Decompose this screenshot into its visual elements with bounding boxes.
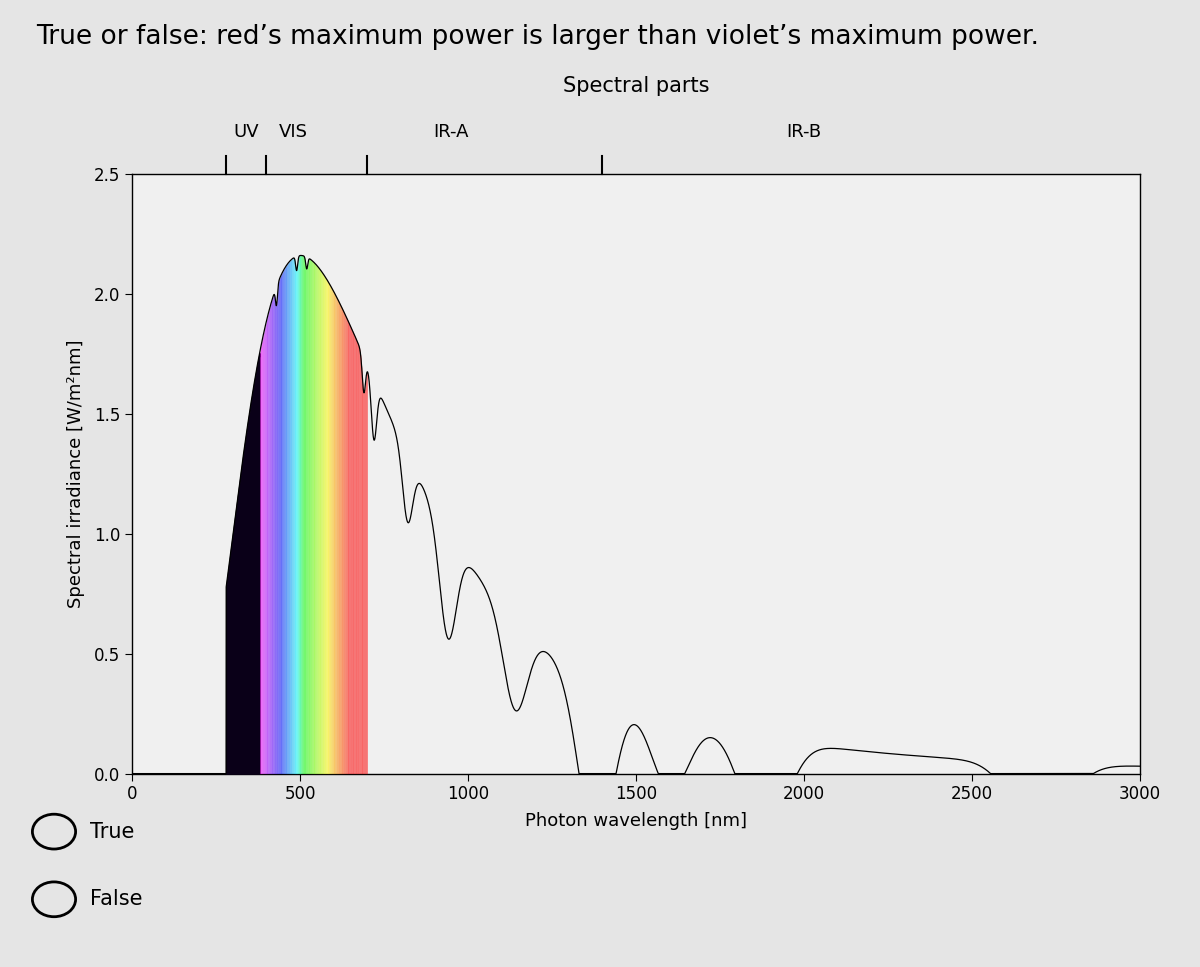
Y-axis label: Spectral irradiance [W/m²nm]: Spectral irradiance [W/m²nm]: [67, 339, 85, 608]
Text: IR-B: IR-B: [786, 123, 822, 141]
Text: True or false: red’s maximum power is larger than violet’s maximum power.: True or false: red’s maximum power is la…: [36, 24, 1039, 50]
Text: UV: UV: [234, 123, 259, 141]
Text: IR-A: IR-A: [433, 123, 469, 141]
Text: True: True: [90, 822, 134, 841]
Text: VIS: VIS: [278, 123, 307, 141]
Text: False: False: [90, 890, 143, 909]
Text: Spectral parts: Spectral parts: [563, 76, 709, 96]
X-axis label: Photon wavelength [nm]: Photon wavelength [nm]: [526, 811, 746, 830]
